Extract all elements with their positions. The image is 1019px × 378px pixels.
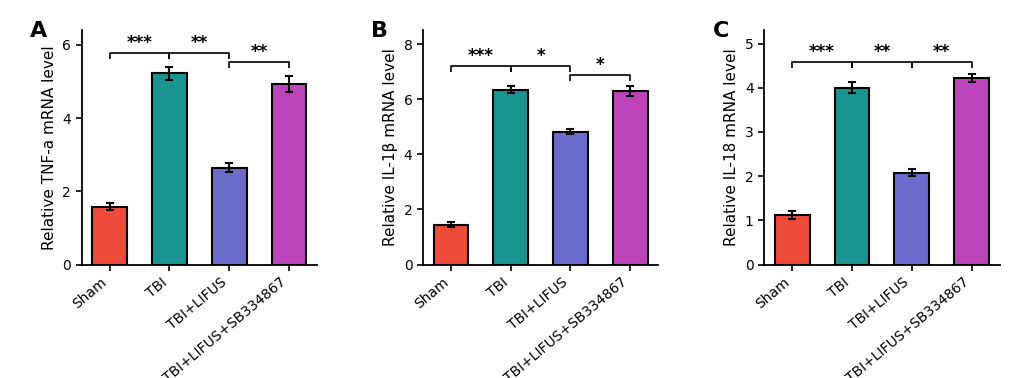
- Bar: [834, 88, 868, 265]
- Bar: [552, 132, 587, 265]
- Text: A: A: [30, 21, 47, 41]
- Text: **: **: [251, 43, 267, 61]
- Bar: [894, 173, 928, 265]
- Y-axis label: Relative IL-18 mRNA level: Relative IL-18 mRNA level: [723, 48, 739, 246]
- Y-axis label: Relative IL-1β mRNA level: Relative IL-1β mRNA level: [383, 48, 397, 246]
- Bar: [92, 207, 126, 265]
- Text: *: *: [595, 56, 604, 74]
- Text: B: B: [371, 21, 388, 41]
- Bar: [433, 225, 468, 265]
- Bar: [612, 91, 647, 265]
- Text: ***: ***: [126, 34, 152, 52]
- Bar: [212, 167, 247, 265]
- Text: ***: ***: [468, 47, 493, 65]
- Text: **: **: [932, 43, 950, 61]
- Text: *: *: [536, 47, 544, 65]
- Text: ***: ***: [808, 43, 835, 61]
- Bar: [493, 90, 528, 265]
- Bar: [954, 78, 988, 265]
- Text: **: **: [191, 34, 208, 52]
- Bar: [774, 215, 809, 265]
- Text: **: **: [872, 43, 890, 61]
- Y-axis label: Relative TNF-a mRNA level: Relative TNF-a mRNA level: [42, 45, 57, 250]
- Bar: [271, 84, 306, 265]
- Bar: [152, 73, 186, 265]
- Text: C: C: [711, 21, 729, 41]
